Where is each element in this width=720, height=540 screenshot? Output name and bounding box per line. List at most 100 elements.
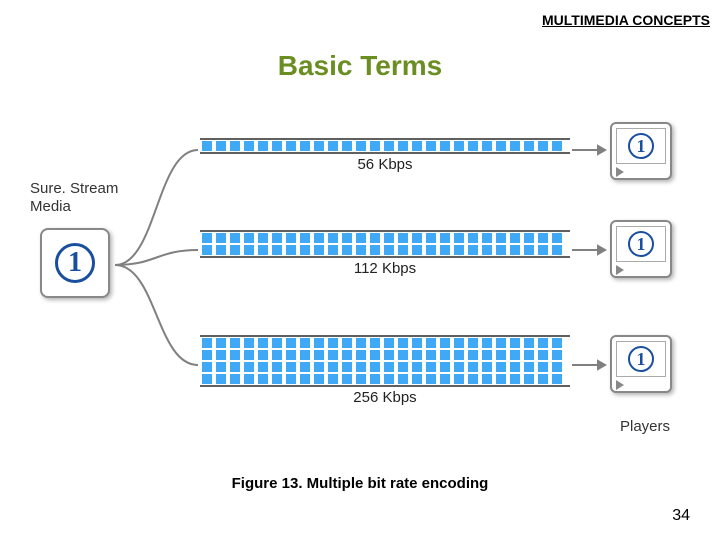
data-dot [412, 374, 422, 384]
data-row [200, 361, 570, 373]
data-dot [552, 141, 562, 151]
data-dot [496, 338, 506, 348]
data-dot [258, 350, 268, 360]
data-dot [524, 233, 534, 243]
data-dot [398, 245, 408, 255]
data-dot [384, 362, 394, 372]
data-dot [398, 374, 408, 384]
data-dot [370, 141, 380, 151]
data-dot [552, 233, 562, 243]
data-dot [370, 338, 380, 348]
data-dot [356, 338, 366, 348]
player-circle: 1 [628, 346, 654, 372]
data-dot [216, 350, 226, 360]
data-dot [384, 338, 394, 348]
data-row [200, 232, 570, 244]
data-dot [314, 141, 324, 151]
data-dot [552, 362, 562, 372]
data-dot [328, 245, 338, 255]
data-dot [216, 338, 226, 348]
data-dot [370, 374, 380, 384]
data-dot [356, 362, 366, 372]
data-dot [300, 233, 310, 243]
data-dot [202, 350, 212, 360]
data-dot [510, 362, 520, 372]
data-dot [258, 233, 268, 243]
data-row [200, 373, 570, 385]
source-media-box: 1 [40, 228, 110, 298]
data-dot [510, 233, 520, 243]
data-dot [454, 374, 464, 384]
data-dot [370, 245, 380, 255]
data-dot [356, 350, 366, 360]
data-dot [496, 141, 506, 151]
data-dot [440, 233, 450, 243]
page-title: Basic Terms [0, 50, 720, 82]
data-dot [286, 233, 296, 243]
data-dot [454, 350, 464, 360]
data-dot [496, 245, 506, 255]
stream-2: 112 Kbps [200, 230, 570, 277]
data-dot [426, 141, 436, 151]
play-icon [616, 380, 624, 390]
data-dot [328, 350, 338, 360]
data-dot [482, 233, 492, 243]
figure-caption: Figure 13. Multiple bit rate encoding [0, 475, 720, 492]
data-dot [496, 374, 506, 384]
source-circle: 1 [55, 243, 95, 283]
data-dot [524, 374, 534, 384]
data-dot [398, 141, 408, 151]
data-dot [342, 245, 352, 255]
data-dot [552, 245, 562, 255]
data-dot [538, 362, 548, 372]
data-dot [370, 362, 380, 372]
stream-1: 56 Kbps [200, 138, 570, 173]
data-dot [230, 350, 240, 360]
data-dot [440, 374, 450, 384]
data-dot [230, 245, 240, 255]
data-dot [342, 338, 352, 348]
source-label: Sure. Stream Media [30, 180, 118, 216]
data-dot [482, 141, 492, 151]
stream-bottom-line [200, 385, 570, 387]
data-dot [412, 362, 422, 372]
data-dot [314, 338, 324, 348]
player-screen: 1 [616, 226, 666, 262]
data-dot [510, 141, 520, 151]
data-dot [454, 338, 464, 348]
data-dot [286, 374, 296, 384]
data-dot [426, 245, 436, 255]
data-dot [314, 350, 324, 360]
page-number: 34 [672, 507, 690, 525]
data-dot [412, 350, 422, 360]
data-dot [272, 362, 282, 372]
players-label: Players [620, 418, 670, 435]
data-dot [328, 362, 338, 372]
data-dot [524, 141, 534, 151]
data-dot [328, 233, 338, 243]
data-dot [468, 233, 478, 243]
source-label-line2: Media [30, 198, 71, 215]
data-dot [524, 350, 534, 360]
data-dot [328, 338, 338, 348]
data-dot [202, 374, 212, 384]
data-dot [538, 374, 548, 384]
data-dot [202, 338, 212, 348]
data-dot [510, 338, 520, 348]
data-dot [384, 374, 394, 384]
player-2: 1 [610, 220, 672, 278]
stream-bottom-line [200, 256, 570, 258]
data-dot [258, 141, 268, 151]
data-dot [496, 362, 506, 372]
data-dot [482, 362, 492, 372]
data-dot [468, 362, 478, 372]
data-dot [272, 350, 282, 360]
data-dot [216, 245, 226, 255]
data-dot [538, 245, 548, 255]
data-dot [300, 141, 310, 151]
data-dot [552, 338, 562, 348]
play-icon [616, 167, 624, 177]
data-dot [216, 374, 226, 384]
data-dot [398, 233, 408, 243]
player-screen: 1 [616, 128, 666, 164]
